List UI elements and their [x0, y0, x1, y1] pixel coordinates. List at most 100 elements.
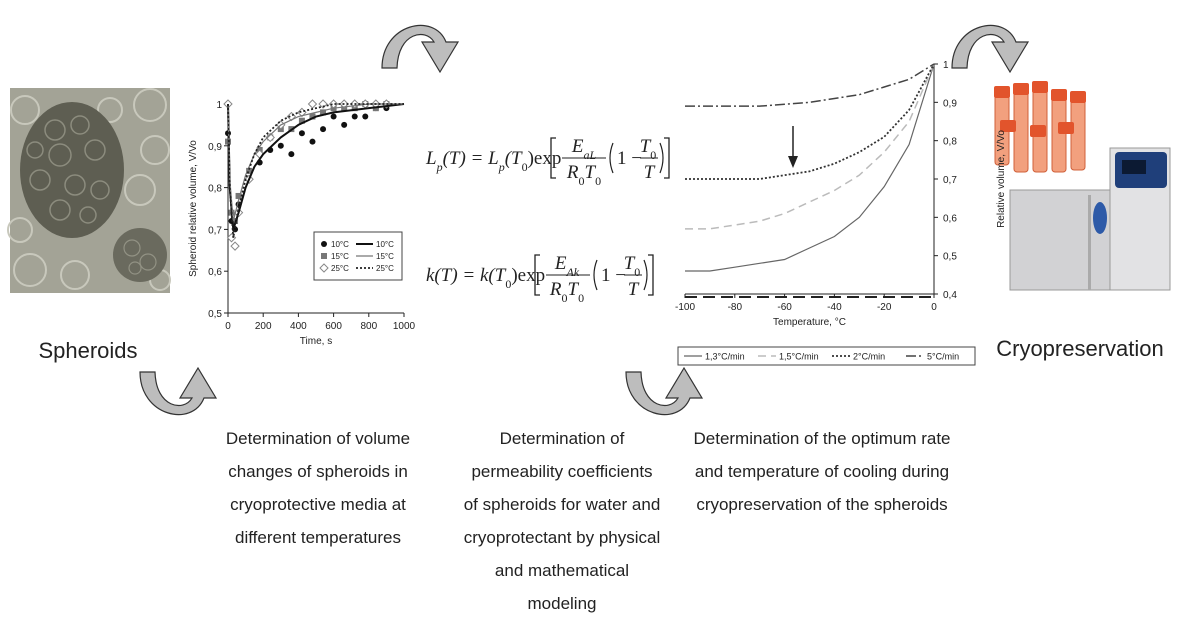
data-point [318, 99, 328, 109]
legend-label: 1,5°C/min [779, 352, 819, 362]
eq-sub: aL [583, 148, 596, 162]
legend-marker [321, 253, 327, 259]
series-line [685, 63, 935, 107]
x-tick-label: -80 [728, 302, 743, 313]
curved-arrow [381, 24, 459, 73]
caption-line: cryopreservation of the spheroids [696, 495, 947, 514]
cryo-device [994, 81, 1171, 291]
data-point [309, 113, 316, 120]
x-tick-label: -40 [827, 302, 842, 313]
x-tick-label: -100 [675, 302, 695, 313]
data-point [246, 167, 253, 174]
legend-box [677, 346, 976, 366]
y-tick-label: 0,9 [208, 142, 222, 153]
eq-sub: p [498, 160, 505, 174]
legend-marker [321, 241, 327, 247]
x-tick-label: 200 [255, 321, 272, 332]
eq-sub: 0 [562, 291, 568, 305]
equation-text: T [628, 279, 640, 300]
data-point [265, 132, 275, 143]
eq-part: (T) = L [443, 148, 499, 169]
series-line [685, 63, 935, 272]
eq-part: R [549, 279, 562, 300]
eq-sub: Ak [565, 265, 579, 279]
y-tick-label: 0,9 [943, 98, 957, 109]
data-point [307, 99, 318, 109]
y-tick-label: 1 [216, 100, 222, 111]
x-tick-label: -60 [777, 302, 792, 313]
series-line [227, 103, 404, 238]
equation-text: T0 [640, 136, 657, 162]
data-point [320, 126, 327, 133]
equation-text: R0T0 [549, 279, 584, 305]
x-tick-label: 1000 [393, 321, 416, 332]
caption-line: of spheroids for water and [464, 495, 661, 514]
curved-arrow [139, 367, 217, 416]
equation-text: R0T0 [566, 162, 601, 188]
caption-line: permeability coefficients [471, 462, 652, 481]
eq-sub: 0 [578, 291, 584, 305]
legend-label: 1,3°C/min [705, 352, 745, 362]
data-point [341, 121, 348, 128]
eq-part: E [554, 253, 567, 274]
eq-part: T [585, 162, 597, 183]
data-point [351, 113, 358, 120]
curved-arrow [951, 24, 1029, 73]
caption-line: cryoprotectant by physical [464, 528, 661, 547]
series-line [685, 63, 935, 230]
data-point [298, 130, 305, 137]
legend-label: 25°C [331, 264, 349, 273]
y-axis-label: Spheroid relative volume, V/Vo [188, 140, 199, 277]
eq-part: k(T) = k(T [426, 265, 507, 286]
x-tick-label: 0 [931, 302, 937, 313]
eq-part: )exp [511, 265, 545, 286]
eq-part: T [640, 136, 652, 157]
y-axis-label: Relative volume, V/Vo [996, 130, 1007, 228]
y-tick-label: 0,8 [208, 184, 222, 195]
eq-part: )exp [528, 148, 562, 169]
legend: 1,3°C/min 1,5°C/min 2°C/min 5°C/min [677, 346, 976, 366]
data-point [230, 241, 240, 251]
label: Spheroids [38, 338, 137, 363]
data-point [288, 151, 295, 158]
equation-text: T0 [624, 253, 641, 279]
eq-part: T [568, 279, 580, 300]
y-tick-label: 0,4 [943, 290, 957, 301]
caption-line: Determination of the optimum rate [693, 429, 950, 448]
caption-line: different temperatures [235, 528, 401, 547]
eq-sub: 0 [634, 265, 640, 279]
equation-text: 1 − [601, 265, 626, 286]
equation-text: T [644, 162, 656, 183]
eq-sub: 0 [579, 174, 585, 188]
series-line [227, 103, 404, 222]
eq-part: (T [505, 148, 523, 169]
caption-line: Determination of [500, 429, 625, 448]
data-point [330, 113, 337, 120]
x-tick-label: 600 [325, 321, 342, 332]
x-axis-label: Time, s [300, 336, 332, 347]
y-tick-label: 0,7 [943, 175, 957, 186]
chart: 0,5 0,6 0,7 0,8 0,9 1 0 200 400 600 800 1000 Time, s… [188, 99, 416, 347]
eq-part: T [624, 253, 636, 274]
legend-marker [319, 263, 329, 273]
y-tick-label: 0,7 [208, 225, 222, 236]
legend-label: 25°C [376, 264, 394, 273]
captions: Determination of volume changes of sphero… [226, 429, 951, 613]
caption-line: and temperature of cooling during [695, 462, 949, 481]
equation-text: k(T) = k(T0)exp [426, 265, 545, 291]
chart: 0,4 0,5 0,6 0,7 0,8 0,9 1 -100 -80 -60 -40 -20 0 Temp… [675, 60, 1007, 366]
y-tick-label: 1 [943, 60, 949, 71]
y-tick-label: 0,8 [943, 137, 957, 148]
legend-label: 5°C/min [927, 352, 959, 362]
caption-line: Determination of volume [226, 429, 410, 448]
eq-part: L [425, 148, 437, 169]
data-point [298, 117, 305, 124]
spheroid-photo [7, 88, 171, 293]
equation: k(T) = k(T0)exp EAk R0T0 1 − T0 T [426, 253, 654, 305]
data-point [226, 233, 237, 243]
eq-sub: 0 [650, 148, 656, 162]
y-tick-label: 0,5 [943, 252, 957, 263]
curved-arrow [625, 367, 703, 416]
equation-text: Lp(T) = Lp(T0)exp [425, 148, 561, 174]
